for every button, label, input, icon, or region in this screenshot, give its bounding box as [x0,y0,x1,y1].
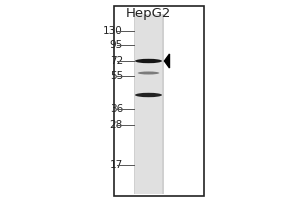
Text: HepG2: HepG2 [126,7,171,20]
Text: 72: 72 [110,56,123,66]
Bar [114,6,204,196]
Bar [134,14,164,194]
Text: 95: 95 [110,40,123,50]
Bar [135,14,162,194]
Ellipse shape [138,72,159,74]
Ellipse shape [135,59,162,63]
Text: 130: 130 [103,26,123,36]
Text: 17: 17 [110,160,123,170]
Text: 55: 55 [110,71,123,81]
Text: 36: 36 [110,104,123,114]
Ellipse shape [135,93,162,97]
Text: 28: 28 [110,120,123,130]
Polygon shape [164,54,169,68]
